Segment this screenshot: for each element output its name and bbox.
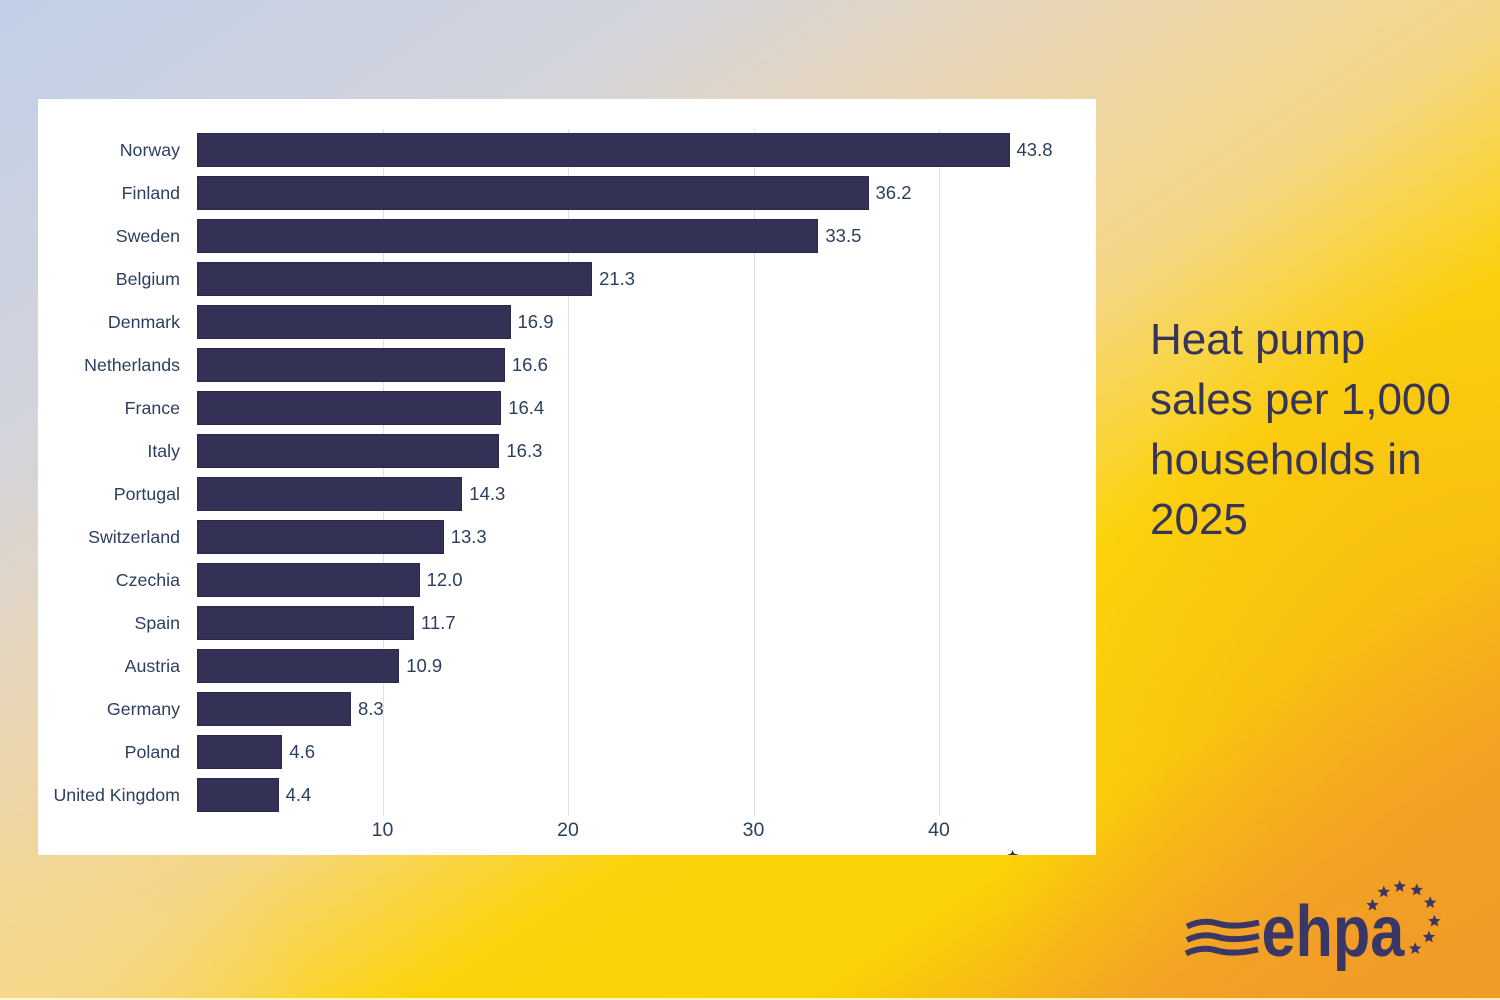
- svg-text:ehpa: ehpa: [1262, 892, 1406, 972]
